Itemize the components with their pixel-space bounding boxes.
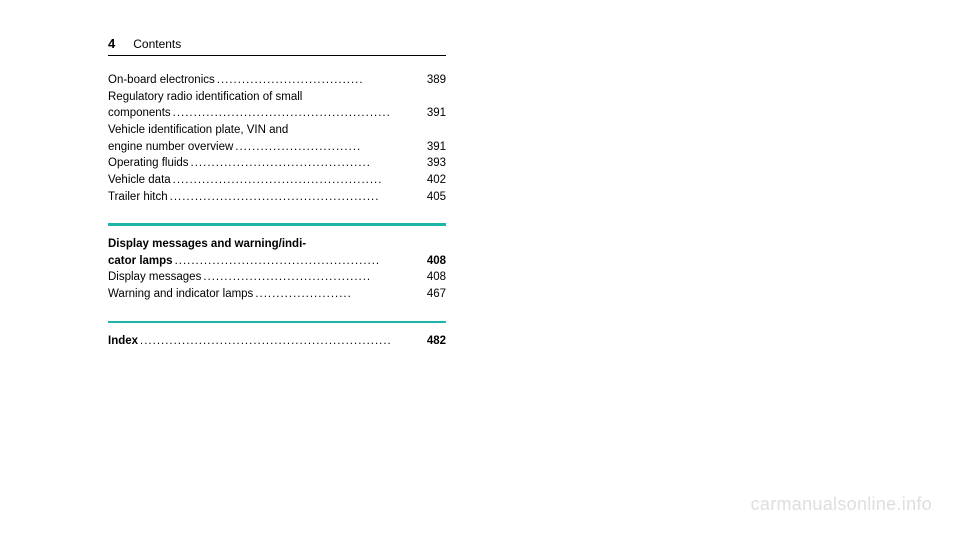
toc-entry: Warning and indicator lamps ............… (108, 286, 446, 303)
toc-entry: On-board electronics ...................… (108, 72, 446, 89)
toc-label: Vehicle data (108, 172, 171, 189)
toc-section-3: Index ..................................… (108, 333, 446, 350)
toc-dots: ................................... (215, 72, 418, 89)
toc-dots: ........................................… (168, 189, 418, 206)
page-header: 4 Contents (108, 36, 446, 56)
toc-dots: ........................................… (189, 155, 418, 172)
toc-section-1: On-board electronics ...................… (108, 72, 446, 205)
toc-label: Display messages (108, 269, 201, 286)
toc-label-line1: Regulatory radio identification of small (108, 89, 446, 106)
header-title: Contents (133, 37, 181, 51)
toc-label-line2: components (108, 105, 171, 122)
toc-label-line1: Vehicle identification plate, VIN and (108, 122, 446, 139)
section-divider (108, 223, 446, 226)
toc-dots: ........................................… (171, 172, 418, 189)
toc-entry: Display messages .......................… (108, 269, 446, 286)
toc-entry: Operating fluids .......................… (108, 155, 446, 172)
toc-heading-line1: Display messages and warning/indi- (108, 236, 446, 253)
toc-label: Index (108, 333, 138, 350)
toc-dots: ........................................… (171, 105, 418, 122)
toc-page: 405 (418, 189, 446, 206)
toc-page: 482 (418, 333, 446, 350)
toc-page: 402 (418, 172, 446, 189)
toc-entry: Trailer hitch ..........................… (108, 189, 446, 206)
toc-label: Warning and indicator lamps (108, 286, 253, 303)
toc-dots: ........................................… (173, 253, 418, 270)
page-number: 4 (108, 36, 115, 51)
toc-label: Operating fluids (108, 155, 189, 172)
toc-entry: Index ..................................… (108, 333, 446, 350)
toc-dots: ....................... (253, 286, 418, 303)
toc-entry-multiline: Vehicle identification plate, VIN and en… (108, 122, 446, 155)
toc-dots: ........................................ (201, 269, 418, 286)
toc-entry: Vehicle data ...........................… (108, 172, 446, 189)
toc-heading-multiline: Display messages and warning/indi- cator… (108, 236, 446, 269)
toc-heading-line2: cator lamps (108, 253, 173, 270)
toc-section-2: Display messages and warning/indi- cator… (108, 236, 446, 303)
toc-label: Trailer hitch (108, 189, 168, 206)
toc-label-line2: engine number overview (108, 139, 233, 156)
toc-page: 467 (418, 286, 446, 303)
toc-label: On-board electronics (108, 72, 215, 89)
toc-page: 408 (418, 253, 446, 270)
toc-page: 389 (418, 72, 446, 89)
section-divider (108, 321, 446, 324)
watermark: carmanualsonline.info (751, 494, 932, 515)
toc-page: 391 (418, 105, 446, 122)
toc-page: 393 (418, 155, 446, 172)
toc-entry-multiline: Regulatory radio identification of small… (108, 89, 446, 122)
toc-page: 391 (418, 139, 446, 156)
toc-page: 408 (418, 269, 446, 286)
toc-dots: .............................. (233, 139, 418, 156)
toc-dots: ........................................… (138, 333, 418, 350)
